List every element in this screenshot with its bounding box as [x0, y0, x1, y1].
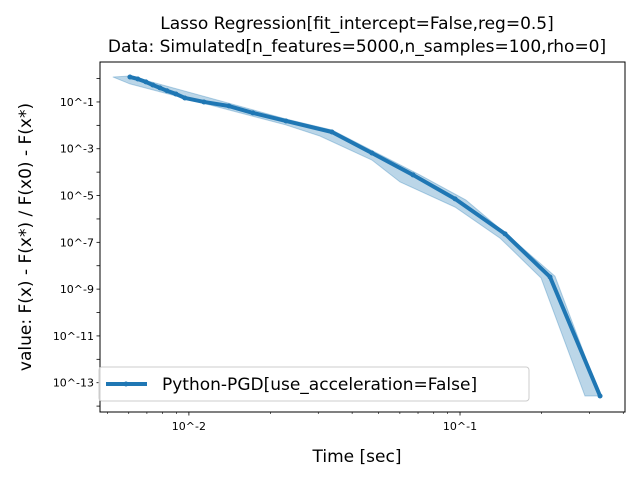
data-point — [164, 88, 170, 94]
chart-title: Lasso Regression[fit_intercept=False,reg… — [160, 14, 554, 34]
confidence-band — [112, 75, 601, 397]
data-point — [250, 110, 256, 116]
plot-area: 10^-2 10^-1 10^-1 10^-3 10^-5 10^-7 10^-9 10^-1… — [53, 74, 624, 433]
data-point — [201, 99, 207, 105]
data-point — [127, 74, 133, 80]
data-point — [143, 79, 149, 85]
y-tick-label: 10^-7 — [60, 236, 94, 249]
data-point — [173, 91, 179, 97]
legend: Python-PGD[use_acceleration=False] — [98, 366, 530, 402]
y-tick-label: 10^-11 — [53, 330, 94, 343]
y-tick-label: 10^-13 — [53, 377, 94, 390]
y-tick-label: 10^-1 — [60, 96, 94, 109]
data-point — [182, 95, 188, 101]
data-point — [547, 274, 553, 280]
legend-box — [98, 366, 530, 402]
data-point — [150, 82, 156, 88]
data-point — [597, 393, 603, 399]
data-point — [329, 129, 335, 135]
y-tick-label: 10^-5 — [60, 190, 94, 203]
axes-frame — [99, 61, 626, 413]
x-axis-label: Time [sec] — [312, 447, 402, 467]
data-point — [226, 103, 232, 109]
y-axis-label: value: F(x) - F(x*) / F(x0) - F(x*) — [16, 103, 36, 371]
data-point — [157, 85, 163, 91]
data-point — [452, 196, 458, 202]
x-tick-label: 10^-1 — [443, 420, 477, 433]
data-point — [283, 118, 289, 124]
y-tick-label: 10^-3 — [60, 143, 94, 156]
legend-marker — [123, 381, 129, 387]
x-tick-label: 10^-2 — [172, 420, 206, 433]
y-tick-label: 10^-9 — [60, 283, 94, 296]
data-point — [502, 231, 508, 237]
chart-subtitle: Data: Simulated[n_features=5000,n_sample… — [108, 37, 606, 57]
data-point — [410, 172, 416, 178]
legend-label: Python-PGD[use_acceleration=False] — [162, 375, 477, 395]
data-point — [369, 150, 375, 156]
data-point — [135, 76, 141, 82]
series-line — [129, 75, 602, 397]
